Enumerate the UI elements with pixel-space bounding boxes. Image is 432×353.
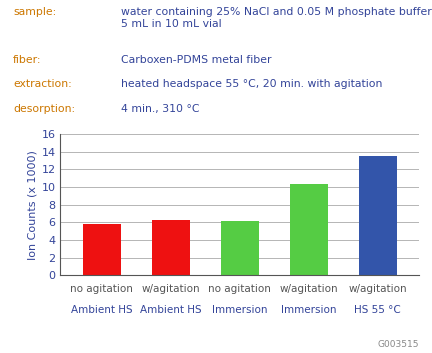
Text: w/agitation: w/agitation: [348, 284, 407, 294]
Bar: [83, 224, 121, 275]
Bar: [152, 220, 190, 275]
Text: desorption:: desorption:: [13, 104, 75, 114]
Text: w/agitation: w/agitation: [280, 284, 338, 294]
Text: sample:: sample:: [13, 7, 56, 17]
Text: heated headspace 55 °C, 20 min. with agitation: heated headspace 55 °C, 20 min. with agi…: [121, 79, 382, 89]
Text: HS 55 °C: HS 55 °C: [354, 305, 401, 315]
Text: Immersion: Immersion: [212, 305, 267, 315]
Bar: [359, 156, 397, 275]
Text: 4 min., 310 °C: 4 min., 310 °C: [121, 104, 200, 114]
Y-axis label: Ion Counts (x 1000): Ion Counts (x 1000): [27, 150, 37, 260]
Text: extraction:: extraction:: [13, 79, 72, 89]
Text: Ambient HS: Ambient HS: [140, 305, 202, 315]
Text: fiber:: fiber:: [13, 55, 41, 65]
Text: Immersion: Immersion: [281, 305, 337, 315]
Text: water containing 25% NaCl and 0.05 M phosphate buffer, pH 7,
5 mL in 10 mL vial: water containing 25% NaCl and 0.05 M pho…: [121, 7, 432, 29]
Text: Carboxen-PDMS metal fiber: Carboxen-PDMS metal fiber: [121, 55, 271, 65]
Bar: [221, 221, 259, 275]
Text: Ambient HS: Ambient HS: [71, 305, 133, 315]
Bar: [290, 184, 328, 275]
Text: w/agitation: w/agitation: [142, 284, 200, 294]
Text: G003515: G003515: [378, 341, 419, 349]
Text: no agitation: no agitation: [70, 284, 133, 294]
Text: no agitation: no agitation: [208, 284, 271, 294]
